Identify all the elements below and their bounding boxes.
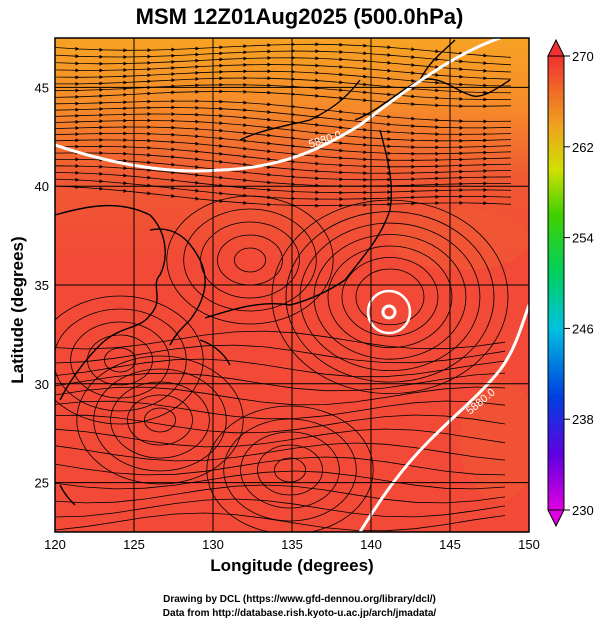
eddy-streamline	[55, 295, 204, 425]
eddy-streamline	[257, 444, 323, 496]
eddy-streamline	[104, 347, 137, 373]
credit-data: Data from http://database.rish.kyoto-u.a…	[162, 608, 437, 619]
colorbar-tick-label: 270	[572, 49, 594, 64]
colorbar: 270 262 254 246 238 230	[547, 38, 594, 528]
colorbar-tick-label: 246	[572, 321, 594, 336]
eddy-streamline	[166, 195, 334, 325]
eddy-streamline	[55, 308, 187, 412]
eddy-streamline	[183, 208, 317, 312]
typhoon-streamline	[285, 211, 495, 383]
typhoon-streamline	[271, 199, 509, 395]
eddy-streamline	[76, 355, 244, 485]
x-tick-label: 125	[123, 537, 145, 552]
map-title: MSM 12Z01Aug2025 (500.0hPa)	[135, 4, 464, 29]
typhoon-streamline	[327, 245, 453, 349]
typhoon-streamline	[299, 222, 481, 372]
x-axis-label: Longitude (degrees)	[210, 556, 374, 575]
streamline	[55, 344, 506, 364]
x-axis-ticks: 120 125 130 135 140 145 150	[44, 526, 540, 552]
x-tick-label: 150	[518, 537, 540, 552]
colorbar-tick-label: 238	[572, 412, 594, 427]
streamline	[55, 428, 506, 448]
eddy-streamline	[93, 368, 227, 472]
eddy-streamline	[143, 407, 176, 433]
x-tick-label: 140	[360, 537, 382, 552]
typhoon-streamline	[355, 268, 425, 326]
x-tick-label: 145	[439, 537, 461, 552]
eddy-streamline	[206, 405, 374, 532]
typhoon-ring	[366, 289, 412, 335]
eddy-streamline	[200, 221, 300, 299]
streamline	[55, 484, 506, 504]
x-tick-label: 130	[202, 537, 224, 552]
contour-5880-south	[358, 304, 529, 532]
typhoon-eye	[381, 304, 397, 320]
eddy-streamline	[233, 247, 266, 273]
streamline	[55, 386, 506, 406]
y-tick-label: 45	[35, 80, 49, 95]
eddy-streamline	[273, 457, 306, 483]
warm-patch-south	[460, 380, 529, 500]
streamline	[55, 400, 506, 420]
eddy-streamline	[240, 431, 340, 509]
streamline	[55, 512, 506, 532]
colorbar-tick-label: 254	[572, 231, 594, 246]
typhoon-streamline	[341, 257, 439, 337]
eddy-streamline	[223, 418, 357, 522]
y-tick-label: 25	[35, 476, 49, 491]
y-tick-label: 30	[35, 377, 49, 392]
streamline	[55, 498, 506, 518]
colorbar-gradient	[547, 55, 565, 511]
colorbar-tick-label: 262	[572, 140, 594, 155]
credit-drawing: Drawing by DCL (https://www.gfd-dennou.o…	[163, 594, 436, 605]
wind-streamlines	[55, 42, 512, 532]
streamline	[55, 184, 512, 208]
graticule	[55, 38, 529, 532]
colorbar-top-arrow	[547, 38, 565, 57]
x-tick-label: 120	[44, 537, 66, 552]
y-tick-label: 35	[35, 278, 49, 293]
colorbar-tick-label: 230	[572, 503, 594, 518]
streamline	[55, 442, 506, 462]
typhoon-streamline	[313, 234, 467, 360]
y-axis-ticks: 25 30 35 40 45	[35, 80, 49, 490]
x-tick-label: 135	[281, 537, 303, 552]
streamline	[55, 470, 506, 490]
streamline	[55, 456, 506, 476]
y-tick-label: 40	[35, 179, 49, 194]
colorbar-bottom-arrow	[547, 509, 565, 528]
streamline	[55, 330, 506, 350]
eddy-streamline	[87, 334, 153, 386]
streamline	[55, 414, 506, 434]
eddy-streamline	[127, 394, 193, 446]
streamline	[55, 358, 506, 378]
